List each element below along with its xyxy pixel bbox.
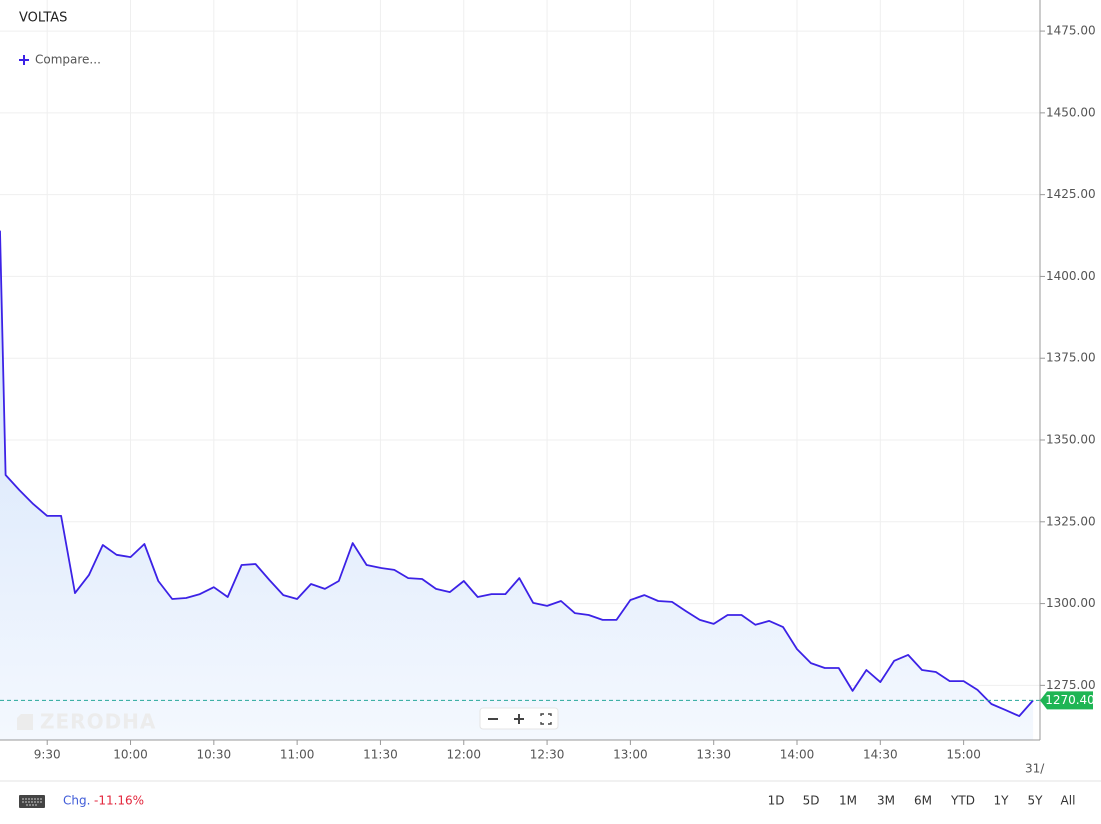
compare-label[interactable]: Compare... (35, 53, 101, 67)
x-tick-label: 15:00 (946, 748, 981, 762)
range-button[interactable]: 1D (768, 794, 785, 808)
y-tick-label: 1450.00 (1046, 105, 1096, 119)
y-tick-label: 1300.00 (1046, 596, 1096, 610)
watermark-logo (17, 714, 33, 730)
x-tick-label: 14:00 (780, 748, 815, 762)
y-tick-label: 1475.00 (1046, 24, 1096, 38)
change-value: -11.16% (94, 794, 144, 808)
x-tick-label: 14:30 (863, 748, 898, 762)
watermark: ZERODHA (17, 710, 156, 734)
x-tick-label: 13:30 (696, 748, 731, 762)
zoom-controls (479, 707, 559, 730)
range-button[interactable]: 1Y (994, 794, 1010, 808)
range-button[interactable]: 5D (803, 794, 820, 808)
last-price-label: 1270.40 (1045, 693, 1095, 707)
zoom-reset[interactable] (540, 713, 552, 725)
area (0, 230, 1034, 740)
range-button[interactable]: 1M (839, 794, 857, 808)
x-tick-label: 10:00 (113, 748, 148, 762)
x-tick-label: 9:30 (34, 748, 61, 762)
x-tick-label: 11:00 (280, 748, 315, 762)
last-price-tag (1040, 691, 1093, 710)
range-button[interactable]: 5Y (1028, 794, 1044, 808)
x-tick-label: 10:30 (197, 748, 232, 762)
chart-title: VOLTAS (19, 11, 67, 26)
y-tick-label: 1375.00 (1046, 351, 1096, 365)
x-tick-label: 12:30 (530, 748, 565, 762)
x-tick-label: 11:30 (363, 748, 398, 762)
date-label: 31/ (1025, 762, 1045, 776)
y-tick-label: 1350.00 (1046, 433, 1096, 447)
range-button[interactable]: 3M (877, 794, 895, 808)
y-tick-label: 1275.00 (1046, 678, 1096, 692)
price-line (0, 230, 1034, 717)
zoom-in[interactable] (514, 714, 524, 724)
x-tick-label: 13:00 (613, 748, 648, 762)
range-button[interactable]: 6M (914, 794, 932, 808)
y-tick-label: 1425.00 (1046, 187, 1096, 201)
watermark-text: ZERODHA (40, 710, 156, 734)
plus-icon (19, 55, 29, 65)
keyboard-keys (22, 798, 42, 806)
keyboard-icon[interactable] (19, 795, 45, 808)
compare-button[interactable]: Compare... (19, 53, 101, 67)
y-tick-label: 1325.00 (1046, 514, 1096, 528)
y-tick-label: 1400.00 (1046, 269, 1096, 283)
x-tick-label: 12:00 (446, 748, 481, 762)
change-label: Chg. (63, 794, 90, 808)
range-button[interactable]: YTD (950, 794, 975, 808)
range-button[interactable]: All (1061, 794, 1076, 808)
